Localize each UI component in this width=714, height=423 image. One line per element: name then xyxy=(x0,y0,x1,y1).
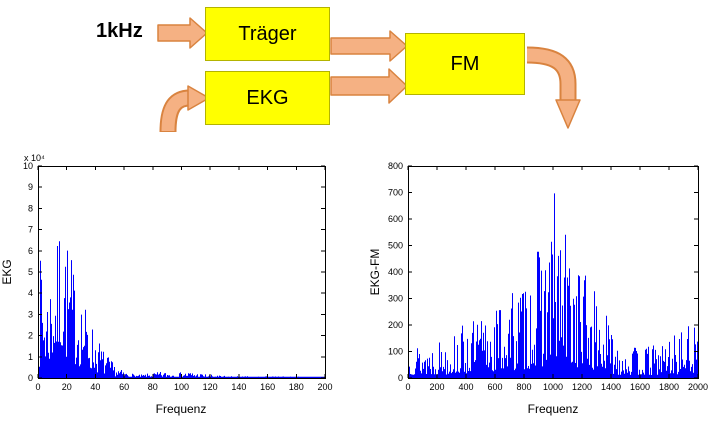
block-ekg: EKG xyxy=(205,71,330,125)
x-tick-label: 400 xyxy=(458,382,473,392)
x-tick-label: 100 xyxy=(174,382,189,392)
input-frequency-label: 1kHz xyxy=(96,20,143,42)
x-tick-label: 160 xyxy=(260,382,275,392)
y-axis-exponent-label: x 10⁴ xyxy=(24,153,45,163)
x-tick-label: 60 xyxy=(119,382,129,392)
arrow-curved-out-of-fm xyxy=(526,46,581,129)
x-tick-label: 180 xyxy=(289,382,304,392)
y-tick-label: 1 xyxy=(28,352,33,362)
x-tick-label: 600 xyxy=(487,382,502,392)
arrow-traeger-to-fm xyxy=(330,30,408,62)
arrow-curved-into-ekg-body xyxy=(161,91,191,132)
x-axis-label-left: Frequenz xyxy=(156,402,207,416)
x-tick-label: 1200 xyxy=(572,382,592,392)
x-axis-label-right: Frequenz xyxy=(528,402,579,416)
x-tick-label: 1400 xyxy=(601,382,621,392)
y-tick-label: 300 xyxy=(388,294,403,304)
arrow-curved-out-of-fm-body xyxy=(526,48,575,101)
x-tick-label: 20 xyxy=(62,382,72,392)
y-tick-label: 6 xyxy=(28,246,33,256)
x-tick-label: 1800 xyxy=(659,382,679,392)
x-tick-label: 200 xyxy=(317,382,332,392)
chart-ekg-fm-spectrum: 0 200 400 600 800 1000 1200 1400 1600 1800 2000 0 10… xyxy=(368,150,714,423)
x-tick-label: 140 xyxy=(231,382,246,392)
chart-ekg-spectrum: 0 20 40 60 80 100 120 140 160 180 200 0 1 2 3 4 5 6 7 8 9 10 … xyxy=(0,150,340,423)
y-tick-label: 800 xyxy=(388,161,403,171)
y-tick-label: 3 xyxy=(28,309,33,319)
y-tick-label: 4 xyxy=(28,288,33,298)
y-tick-label: 600 xyxy=(388,214,403,224)
y-tick-label: 7 xyxy=(28,225,33,235)
x-tick-label: 2000 xyxy=(688,382,708,392)
block-traeger: Träger xyxy=(205,7,330,61)
x-tick-label: 120 xyxy=(203,382,218,392)
y-tick-label: 200 xyxy=(388,320,403,330)
arrow-curved-into-ekg xyxy=(159,85,210,133)
block-ekg-label: EKG xyxy=(246,86,289,109)
x-tick-label: 80 xyxy=(148,382,158,392)
y-tick-label: 500 xyxy=(388,241,403,251)
y-tick-label: 700 xyxy=(388,188,403,198)
x-tick-label: 1000 xyxy=(543,382,563,392)
x-tick-label: 0 xyxy=(35,382,40,392)
x-tick-label: 1600 xyxy=(630,382,650,392)
y-tick-label: 400 xyxy=(388,267,403,277)
x-tick-label: 200 xyxy=(429,382,444,392)
arrow-1khz-to-traeger xyxy=(157,17,208,49)
y-tick-label: 8 xyxy=(28,203,33,213)
y-tick-label: 9 xyxy=(28,182,33,192)
block-fm: FM xyxy=(405,33,525,95)
arrow-curved-into-ekg-head xyxy=(187,85,210,111)
ekg-spectrum-plot: 0 20 40 60 80 100 120 140 160 180 200012345678910 … xyxy=(0,153,333,416)
x-tick-label: 800 xyxy=(516,382,531,392)
y-axis-label-right: EKG-FM xyxy=(368,249,382,296)
y-tick-label: 0 xyxy=(398,373,403,383)
spectrum-line xyxy=(408,193,699,378)
arrow-curved-out-of-fm-head xyxy=(555,99,581,129)
block-traeger-label: Träger xyxy=(238,22,297,45)
x-tick-label: 40 xyxy=(90,382,100,392)
y-tick-label: 0 xyxy=(28,373,33,383)
ekg-fm-spectrum-plot: 0 200 400 600 800 1000 1200 1400 1600 1800 2000 0 10… xyxy=(368,161,708,416)
diagram-arrows xyxy=(157,17,581,133)
y-axis-label-left: EKG xyxy=(0,259,14,284)
block-fm-label: FM xyxy=(450,52,480,75)
x-tick-label: 0 xyxy=(405,382,410,392)
spectrum-line xyxy=(38,241,326,378)
arrow-ekg-to-fm xyxy=(330,68,408,104)
y-tick-label: 100 xyxy=(388,347,403,357)
y-tick-label: 10 xyxy=(23,161,33,171)
y-tick-label: 2 xyxy=(28,331,33,341)
y-tick-label: 5 xyxy=(28,267,33,277)
